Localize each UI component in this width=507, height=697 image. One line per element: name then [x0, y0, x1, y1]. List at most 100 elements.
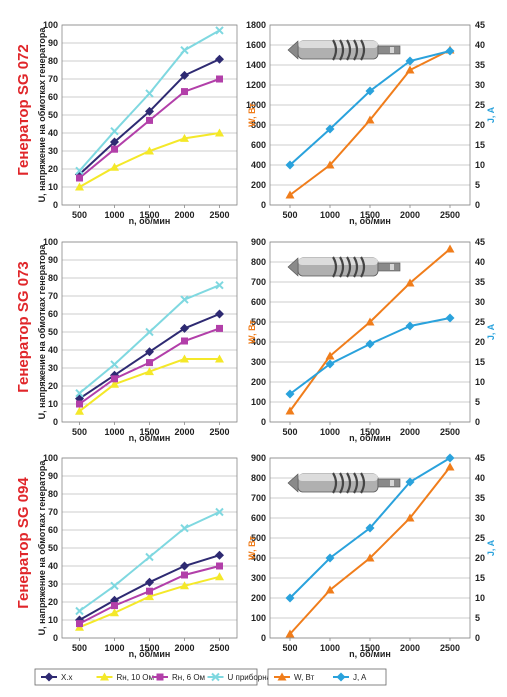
x-axis-label: n, об/мин [129, 433, 171, 443]
generator-fin [360, 472, 366, 494]
power-x-tick-label: 1000 [320, 427, 340, 437]
voltage-x-tick-label: 1000 [104, 643, 124, 653]
data-point [365, 523, 375, 533]
y-left-axis-label: W, Вт [247, 320, 257, 344]
data-point [215, 550, 224, 560]
data-point [285, 160, 295, 170]
y-right-axis-label: J, A [486, 106, 496, 123]
data-point [445, 46, 455, 56]
generator-row-2: Генератор SG 073010203040506070809010050… [15, 237, 496, 443]
y-tick-label: 0 [53, 633, 58, 643]
y-left-axis-label: W, Вт [247, 536, 257, 560]
data-point [76, 174, 83, 182]
y-left-tick-label: 200 [251, 377, 266, 387]
data-point [145, 347, 154, 357]
legend-marker [44, 672, 54, 682]
y-right-tick-label: 10 [475, 593, 485, 603]
data-point [285, 629, 295, 638]
generator-row-3: Генератор SG 094010203040506070809010050… [15, 453, 496, 659]
y-right-tick-label: 10 [475, 377, 485, 387]
y-left-tick-label: 1400 [246, 60, 266, 70]
y-tick-label: 0 [53, 200, 58, 210]
power-x-tick-label: 1500 [360, 427, 380, 437]
x-axis-label: n, об/мин [129, 216, 171, 226]
legend-box [34, 668, 258, 686]
data-point [215, 128, 224, 137]
voltage-x-tick-label: 2000 [174, 643, 194, 653]
y-tick-label: 20 [48, 597, 58, 607]
generator-image-sg073 [287, 256, 401, 278]
y-left-tick-label: 1600 [246, 40, 266, 50]
y-right-tick-label: 15 [475, 573, 485, 583]
data-point [215, 572, 224, 581]
y-left-tick-label: 200 [251, 180, 266, 190]
y-right-tick-label: 10 [475, 160, 485, 170]
data-point [145, 146, 154, 155]
y-right-tick-label: 5 [475, 397, 480, 407]
y-tick-label: 30 [48, 579, 58, 589]
generator-fin [353, 472, 359, 494]
data-point [111, 375, 118, 383]
generator-fin [353, 256, 359, 278]
y-tick-label: 50 [48, 543, 58, 553]
y-tick-label: 80 [48, 489, 58, 499]
y-left-tick-label: 500 [251, 533, 266, 543]
y-tick-label: 10 [48, 182, 58, 192]
y-tick-label: 90 [48, 255, 58, 265]
data-point [285, 406, 295, 415]
data-point [110, 379, 119, 388]
data-point [110, 581, 119, 591]
data-point [181, 88, 188, 96]
data-point [145, 327, 154, 337]
legend_left-legend: Х.х Rн, 10 Ом Rн, 6 Ом U приборная, В [34, 668, 285, 686]
y-right-tick-label: 0 [475, 633, 480, 643]
y-right-tick-label: 0 [475, 200, 480, 210]
generator-fin [360, 39, 366, 61]
data-point [75, 388, 84, 398]
y-left-tick-label: 500 [251, 317, 266, 327]
y-tick-label: 60 [48, 309, 58, 319]
generator-nose [287, 473, 299, 493]
data-point [445, 244, 455, 253]
voltage-chart: 0 10 20 30 40 50 60 70 80 90 100 500 1000 1500 2000 250… [37, 20, 238, 226]
data-point [180, 323, 189, 333]
y-tick-label: 50 [48, 327, 58, 337]
power-chart: 0 200 400 600 800 1000 1200 1400 1600 1800 0 5 10 15 2… [246, 20, 496, 226]
data-point [215, 54, 224, 64]
generator-shaft [377, 262, 401, 272]
y-left-tick-label: 400 [251, 337, 266, 347]
data-point [365, 317, 375, 326]
y-tick-label: 100 [43, 20, 58, 30]
data-point [365, 339, 375, 349]
y-right-tick-label: 25 [475, 533, 485, 543]
y-right-tick-label: 30 [475, 297, 485, 307]
data-point [325, 124, 335, 134]
power-x-tick-label: 1000 [320, 210, 340, 220]
data-point [181, 337, 188, 345]
y-tick-label: 40 [48, 128, 58, 138]
y-tick-label: 90 [48, 38, 58, 48]
y-tick-label: 100 [43, 237, 58, 247]
data-point [76, 620, 83, 628]
generator-fin [339, 256, 345, 278]
y-tick-label: 40 [48, 561, 58, 571]
data-point [145, 106, 154, 116]
generator-fin [360, 256, 366, 278]
generator-title: Генератор SG 094 [15, 477, 32, 609]
data-point [145, 577, 154, 587]
y-left-tick-label: 600 [251, 513, 266, 523]
legend-marker [156, 673, 164, 681]
y-left-tick-label: 400 [251, 553, 266, 563]
voltage-x-tick-label: 500 [72, 643, 87, 653]
data-point [75, 406, 84, 415]
legend-marker [211, 672, 220, 682]
voltage-x-tick-label: 2500 [209, 210, 229, 220]
y-tick-label: 70 [48, 74, 58, 84]
voltage-x-tick-label: 2000 [174, 210, 194, 220]
y-tick-label: 10 [48, 615, 58, 625]
y-right-axis-label: J, A [486, 323, 496, 340]
y-right-tick-label: 20 [475, 553, 485, 563]
voltage-x-tick-label: 1000 [104, 210, 124, 220]
generator-shaft [377, 45, 401, 55]
